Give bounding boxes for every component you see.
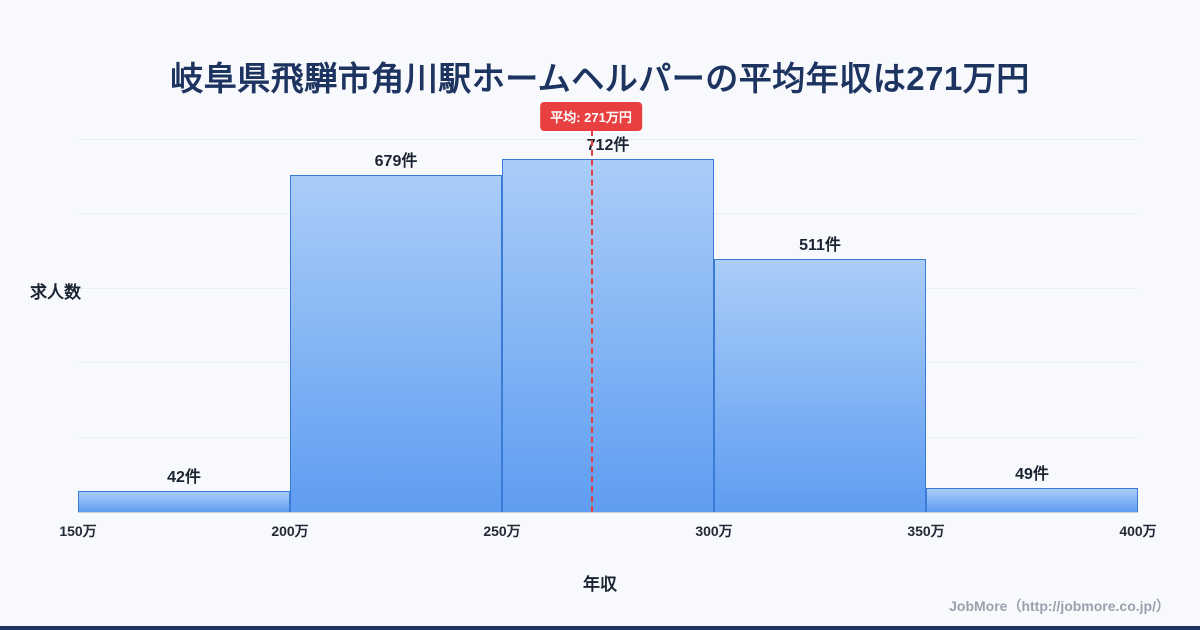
histogram-plot-area: 42件 679件 712件 511件 49件 平均: 271万円 xyxy=(78,102,1138,513)
histogram-bar: 42件 xyxy=(78,469,290,512)
x-tick-label: 150万 xyxy=(59,523,97,539)
page-title: 岐阜県飛騨市角川駅ホームヘルパーの平均年収は271万円 xyxy=(170,60,1030,98)
bar-value-label: 712件 xyxy=(586,136,630,154)
histogram-bar: 511件 xyxy=(714,237,926,512)
average-badge: 平均: 271万円 xyxy=(540,102,642,131)
bar-value-label: 42件 xyxy=(167,469,201,487)
x-tick-label: 250万 xyxy=(483,523,521,539)
x-axis-title: 年収 xyxy=(583,575,617,594)
footer-credit: JobMore（http://jobmore.co.jp/） xyxy=(949,598,1170,614)
average-line xyxy=(591,130,594,512)
bar-value-label: 49件 xyxy=(1015,465,1049,483)
bottom-accent-bar xyxy=(0,626,1200,630)
x-tick-label: 200万 xyxy=(271,523,309,539)
bar-value-label: 511件 xyxy=(799,236,841,254)
histogram-bar: 712件 xyxy=(502,137,714,512)
histogram-bars: 42件 679件 712件 511件 49件 xyxy=(78,137,1138,512)
x-tick-label: 400万 xyxy=(1119,523,1157,539)
y-axis-label: 求人数 xyxy=(30,283,81,302)
x-axis-ticks: 150万 200万 250万 300万 350万 400万 xyxy=(59,521,1156,541)
histogram-bar: 49件 xyxy=(926,466,1138,512)
bar-value-label: 679件 xyxy=(374,153,418,171)
x-tick-label: 300万 xyxy=(695,523,733,539)
histogram-bar: 679件 xyxy=(290,153,502,512)
gridline xyxy=(78,139,1138,140)
x-tick-label: 350万 xyxy=(907,523,945,539)
